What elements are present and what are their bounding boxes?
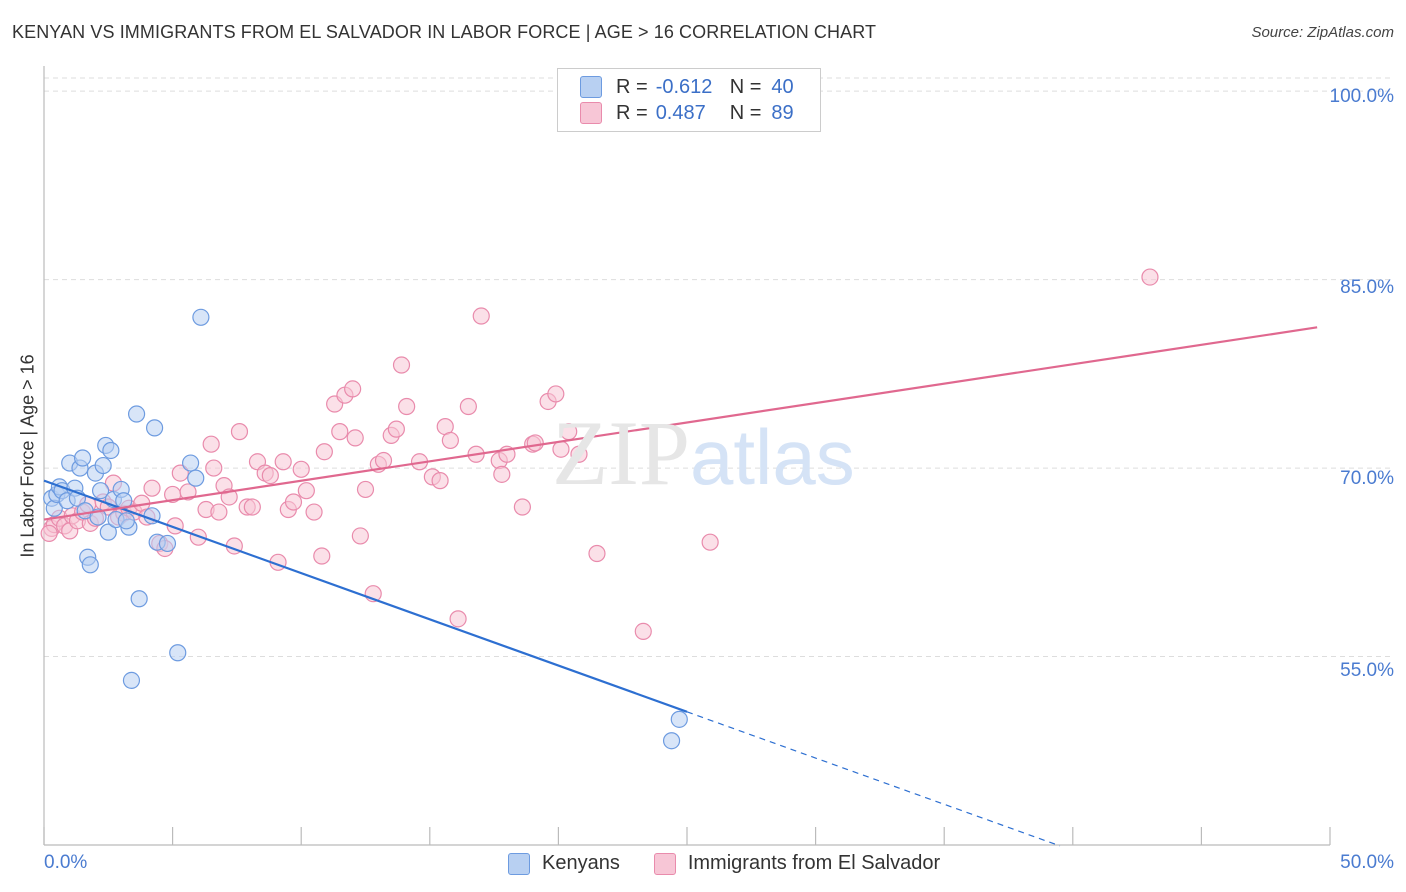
r-label: R = [616, 101, 648, 124]
salvador-point [634, 622, 652, 641]
x-tick-label-max: 50.0% [1340, 852, 1394, 873]
source-label: Source: ZipAtlas.com [1251, 24, 1394, 41]
r-value: 0.487 [655, 101, 706, 124]
salvador-point [701, 533, 719, 551]
salvador-point [261, 467, 279, 485]
salvador-point [297, 482, 315, 500]
salvador-point [493, 465, 511, 483]
salvador-point [441, 431, 459, 450]
salvador-swatch [653, 852, 676, 875]
kenyan-point [145, 419, 164, 437]
salvador-point [274, 453, 292, 471]
legend-label-kenyans: Kenyans [542, 852, 620, 874]
n-value: 40 [771, 75, 794, 98]
salvador-point [431, 472, 449, 490]
salvador-point [202, 435, 220, 453]
salvador-point [513, 498, 531, 516]
legend-item-salvador: Immigrants from El Salvador [653, 852, 941, 875]
salvador-point [205, 459, 223, 477]
salvador-point [570, 445, 588, 463]
salvador-point [331, 423, 349, 441]
salvador-point [398, 397, 416, 416]
legend-label-salvador: Immigrants from El Salvador [687, 852, 941, 874]
n-label: N = [729, 75, 762, 98]
kenyan-point [158, 534, 177, 553]
salvador-point [526, 434, 544, 452]
kenyan-trend-line [43, 479, 688, 713]
salvador-point [344, 380, 362, 398]
kenyan-point [94, 456, 112, 475]
salvador-point [374, 451, 393, 470]
kenyan-point [127, 405, 146, 423]
salvador-point [315, 443, 333, 461]
salvador-point [1141, 268, 1159, 286]
salvador-trend-line [43, 326, 1318, 521]
y-tick-label: 100.0% [1329, 86, 1394, 107]
salvador-point [292, 460, 310, 478]
salvador-point [230, 423, 249, 441]
watermark-atlas: atlas [690, 413, 855, 501]
legend-row-kenyans: R = -0.612 N = 40 [580, 74, 794, 100]
salvador-point [171, 464, 189, 482]
n-label: N = [729, 101, 762, 124]
watermark: ZIPatlas [552, 400, 855, 506]
kenyan-point [182, 454, 200, 472]
salvador-point [40, 524, 58, 543]
legend-row-salvador: R = 0.487 N = 89 [580, 100, 794, 126]
kenyan-point [102, 441, 120, 460]
salvador-point [392, 356, 411, 374]
kenyan-point [192, 308, 210, 326]
salvador-point [284, 493, 303, 511]
kenyan-point [169, 644, 187, 662]
kenyan-point [670, 710, 688, 728]
salvador-point [547, 385, 565, 403]
salvador-point [346, 429, 364, 447]
n-value: 89 [771, 101, 794, 124]
salvador-point [356, 480, 375, 499]
kenyan-point [130, 590, 148, 608]
salvador-point [588, 544, 606, 563]
kenyan-point [122, 671, 141, 690]
y-tick-label: 70.0% [1340, 468, 1394, 489]
kenyan-point [81, 556, 99, 574]
kenyan-point [73, 449, 92, 467]
correlation-legend: R = -0.612 N = 40 R = 0.487 N = 89 [557, 68, 821, 132]
kenyan-trend-extension [686, 711, 1061, 847]
salvador-point [387, 420, 405, 438]
kenyan-point [662, 732, 681, 750]
y-axis-label: In Labor Force | Age > 16 [17, 354, 38, 558]
salvador-point [243, 498, 261, 516]
x-tick-label-min: 0.0% [44, 852, 88, 873]
y-tick-label: 85.0% [1340, 277, 1394, 298]
salvador-swatch [580, 102, 602, 124]
salvador-point [179, 483, 197, 501]
salvador-point [351, 527, 369, 545]
y-tick-label: 55.0% [1340, 660, 1394, 681]
salvador-point [143, 479, 161, 497]
trend-lines [43, 326, 1318, 847]
watermark-zip: ZIP [552, 402, 690, 504]
kenyan-point [187, 469, 205, 487]
kenyan-swatch [508, 852, 530, 875]
legend-item-kenyans: Kenyans [508, 852, 620, 875]
kenyan-points [43, 308, 688, 750]
r-value: -0.612 [655, 75, 713, 98]
salvador-point [472, 307, 490, 325]
kenyan-point [117, 512, 135, 530]
kenyan-swatch [580, 76, 602, 98]
salvador-point [313, 547, 331, 565]
salvador-point [305, 503, 323, 521]
chart-title: KENYAN VS IMMIGRANTS FROM EL SALVADOR IN… [12, 22, 877, 42]
kenyan-point [91, 482, 110, 500]
gridlines [44, 77, 1394, 658]
r-label: R = [616, 75, 648, 98]
series-legend: Kenyans Immigrants from El Salvador [508, 852, 974, 875]
kenyan-point [99, 523, 117, 541]
axes [43, 66, 1331, 846]
salvador-point [449, 610, 467, 628]
salvador-point [459, 397, 477, 416]
salvador-point [210, 503, 228, 521]
